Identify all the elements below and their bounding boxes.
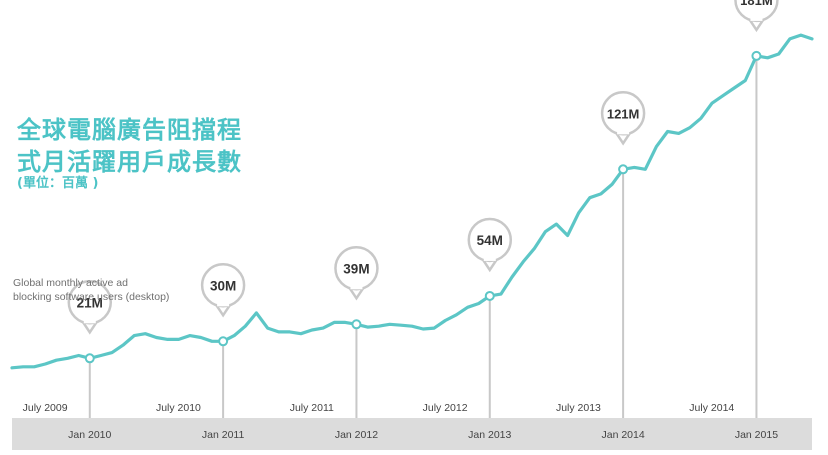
data-point-marker: [351, 319, 362, 330]
chart-unit-label: (單位：百萬 ): [17, 176, 99, 191]
callout-54M: 54M: [467, 217, 513, 301]
callout-joint: [617, 130, 630, 135]
callout-joint: [750, 16, 763, 21]
callout-label: 54M: [477, 233, 503, 248]
series-line: [10, 33, 814, 370]
callout-39M: 39M: [334, 246, 379, 330]
chart-title-line-2: 式月活躍用戶成長數: [17, 148, 242, 176]
callout-21M: 21M: [67, 280, 113, 364]
x-axis-band: [12, 418, 812, 450]
chart-description-line-2: blocking software users (desktop): [13, 291, 170, 303]
callout-label: 181M: [740, 0, 773, 8]
x-tick-label-bottom: Jan 2014: [602, 429, 645, 441]
chart-description: Global monthly active ad blocking softwa…: [13, 276, 213, 304]
data-point-marker: [218, 336, 229, 347]
x-tick-label-top: July 2012: [423, 402, 468, 414]
callout-121M: 121M: [600, 91, 646, 175]
callout-181M: 181M: [734, 0, 779, 61]
x-tick-label-bottom: Jan 2012: [335, 429, 378, 441]
x-tick-label-bottom: Jan 2011: [202, 429, 245, 441]
x-tick-label-top: July 2011: [290, 402, 334, 414]
x-tick-label-bottom: Jan 2013: [468, 429, 511, 441]
callout-joint: [483, 256, 496, 261]
x-tick-label-bottom: Jan 2015: [735, 429, 778, 441]
callout-label: 21M: [77, 295, 103, 310]
callout-label: 121M: [607, 106, 640, 121]
callout-label: 30M: [210, 278, 236, 293]
data-point-marker: [618, 164, 629, 175]
x-tick-label-bottom: Jan 2010: [68, 429, 111, 441]
callout-30M: 30M: [200, 263, 246, 347]
callout-joint: [217, 302, 230, 307]
callout-label: 39M: [343, 261, 369, 276]
data-point-marker: [84, 353, 95, 364]
data-point-marker: [484, 290, 495, 301]
chart-title-line-1: 全球電腦廣告阻擋程: [17, 116, 242, 144]
callout-joint: [83, 319, 96, 324]
x-tick-label-top: July 2013: [556, 402, 601, 414]
x-tick-label-top: July 2014: [689, 402, 734, 414]
data-point-marker: [751, 50, 762, 61]
chart-description-line-1: Global monthly active ad: [13, 277, 128, 289]
x-tick-label-top: July 2009: [23, 402, 68, 414]
callout-joint: [350, 285, 363, 290]
x-tick-label-top: July 2010: [156, 402, 201, 414]
